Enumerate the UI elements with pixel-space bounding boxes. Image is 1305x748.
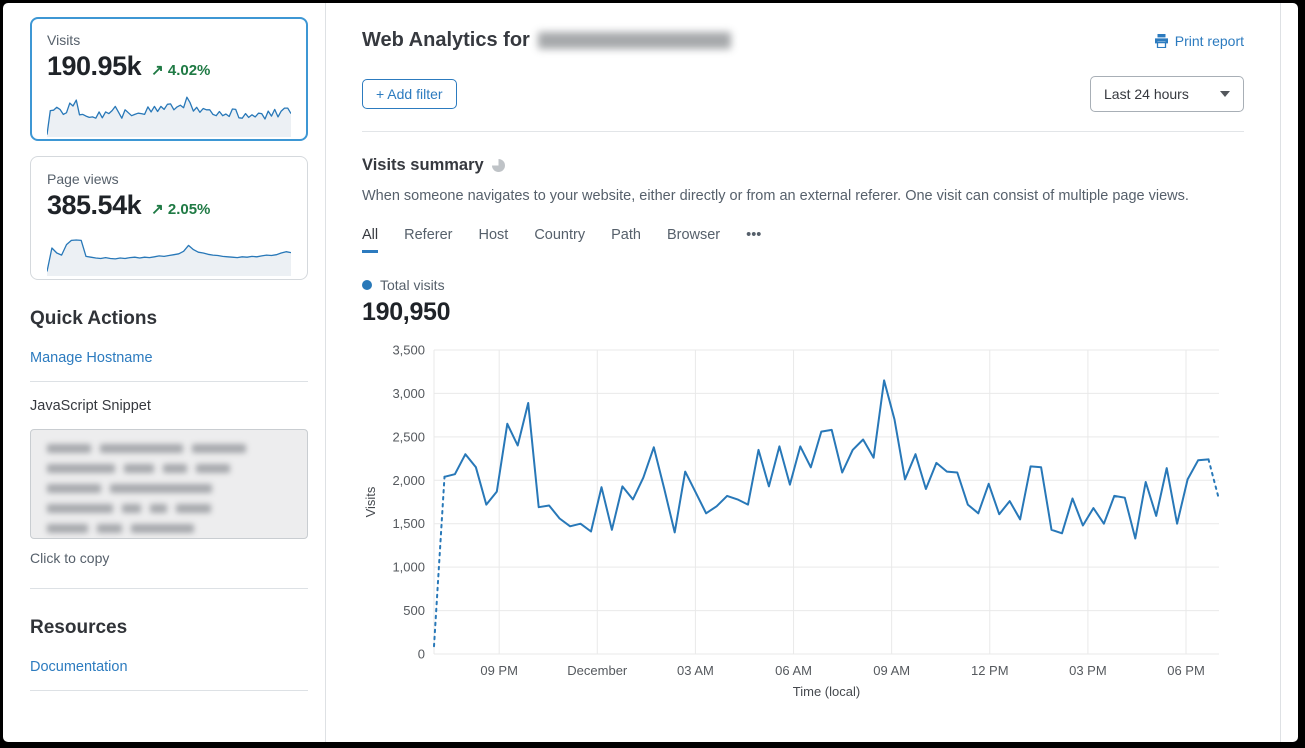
redacted-text-bar xyxy=(124,464,154,473)
tab-more[interactable]: ••• xyxy=(746,227,762,243)
y-tick-label: 500 xyxy=(403,603,425,618)
series-dashed-segment xyxy=(1207,458,1220,501)
x-tick-label: 03 PM xyxy=(1069,663,1107,678)
trend-up-icon: ↗ xyxy=(151,62,164,79)
visits-summary-description: When someone navigates to your website, … xyxy=(362,188,1189,204)
trend-up-icon: ↗ xyxy=(151,201,164,218)
y-axis-title: Visits xyxy=(363,486,378,517)
visits-card-delta: ↗ 4.02% xyxy=(151,62,211,79)
tab-browser[interactable]: Browser xyxy=(666,227,721,243)
tab-country[interactable]: Country xyxy=(534,227,586,243)
click-to-copy-hint: Click to copy xyxy=(30,550,110,566)
y-tick-label: 1,500 xyxy=(392,516,425,531)
tab-path[interactable]: Path xyxy=(611,227,641,243)
visits-card-value: 190.95k xyxy=(47,51,142,81)
x-tick-label: 09 PM xyxy=(480,663,518,678)
time-range-value: Last 24 hours xyxy=(1104,86,1189,102)
chevron-down-icon xyxy=(1220,91,1230,97)
print-report-button[interactable]: Print report xyxy=(1154,33,1244,49)
sidebar-divider xyxy=(30,381,308,382)
sidebar-divider xyxy=(30,690,308,691)
redacted-text-bar xyxy=(99,444,183,453)
total-visits-value: 190,950 xyxy=(362,298,451,326)
redacted-text-bar xyxy=(130,524,195,533)
quick-actions-heading: Quick Actions xyxy=(30,308,158,329)
add-filter-button[interactable]: + Add filter xyxy=(362,79,457,109)
sidebar-divider xyxy=(30,588,308,589)
redacted-code-line xyxy=(47,464,291,473)
documentation-link[interactable]: Documentation xyxy=(30,659,128,675)
x-tick-label: 06 PM xyxy=(1167,663,1205,678)
visits-card-label: Visits xyxy=(47,32,81,48)
redacted-text-bar xyxy=(47,464,116,473)
redacted-text-bar xyxy=(191,444,246,453)
pageviews-metric-card[interactable]: Page views 385.54k ↗ 2.05% xyxy=(30,156,308,280)
visits-metric-card[interactable]: Visits 190.95k ↗ 4.02% xyxy=(30,17,308,141)
chart-legend: Total visits xyxy=(362,277,1244,293)
tab-referer[interactable]: Referer xyxy=(404,227,453,243)
app-window: Visits 190.95k ↗ 4.02% Page views 385.54… xyxy=(3,3,1298,742)
redacted-code-line xyxy=(47,444,291,453)
legend-dot-icon xyxy=(362,280,372,290)
series-line xyxy=(443,379,1210,540)
redacted-text-bar xyxy=(97,524,122,533)
redacted-code-line xyxy=(47,484,291,493)
redacted-text-bar xyxy=(176,504,211,513)
redacted-text-bar xyxy=(121,504,142,513)
tab-all[interactable]: All xyxy=(362,227,379,253)
redacted-domain-name xyxy=(537,32,731,49)
redacted-text-bar xyxy=(195,464,231,473)
x-tick-label: 06 AM xyxy=(775,663,812,678)
y-tick-label: 0 xyxy=(418,647,425,662)
pie-chart-icon xyxy=(491,159,505,172)
dimension-tabs: All Referer Host Country Path Browser ••• xyxy=(362,227,1244,253)
redacted-text-bar xyxy=(47,524,89,533)
legend-label: Total visits xyxy=(380,277,445,293)
pageviews-sparkline-chart xyxy=(47,239,291,276)
x-tick-label: December xyxy=(567,663,628,678)
y-tick-label: 2,500 xyxy=(392,429,425,444)
printer-icon xyxy=(1154,34,1168,48)
page-title: Web Analytics for xyxy=(362,29,1244,52)
pageviews-card-label: Page views xyxy=(47,171,119,187)
page-title-text: Web Analytics for xyxy=(362,29,530,51)
pageviews-card-value: 385.54k xyxy=(47,190,142,220)
main-panel: Web Analytics for Print report + Add fil… xyxy=(325,3,1281,742)
javascript-snippet-code-box[interactable] xyxy=(30,429,308,539)
resources-heading: Resources xyxy=(30,617,128,638)
y-tick-label: 2,000 xyxy=(392,473,425,488)
y-tick-label: 1,000 xyxy=(392,560,425,575)
redacted-text-bar xyxy=(162,464,187,473)
report-header: Web Analytics for Print report + Add fil… xyxy=(326,3,1280,132)
javascript-snippet-label: JavaScript Snippet xyxy=(30,398,151,414)
time-range-select[interactable]: Last 24 hours xyxy=(1090,76,1244,112)
redacted-code-line xyxy=(47,524,291,533)
x-tick-label: 03 AM xyxy=(677,663,714,678)
series-dashed-segment xyxy=(433,475,446,648)
x-tick-label: 09 AM xyxy=(873,663,910,678)
y-tick-label: 3,500 xyxy=(392,343,425,358)
header-divider xyxy=(362,131,1244,132)
sidebar: Visits 190.95k ↗ 4.02% Page views 385.54… xyxy=(30,17,308,691)
x-tick-label: 12 PM xyxy=(971,663,1009,678)
x-axis-title: Time (local) xyxy=(793,684,860,699)
pageviews-card-delta: ↗ 2.05% xyxy=(151,201,211,218)
redacted-text-bar xyxy=(47,484,101,493)
tab-host[interactable]: Host xyxy=(478,227,509,243)
redacted-text-bar xyxy=(109,484,213,493)
visits-summary-section: Visits summary When someone navigates to… xyxy=(326,132,1280,706)
redacted-text-bar xyxy=(150,504,168,513)
visits-sparkline-chart xyxy=(47,96,291,137)
visits-line-chart: 0 500 1,000 1,500 2,000 2,500 3,000 3,500 09 PM D… xyxy=(363,343,1220,699)
redacted-text-bar xyxy=(47,504,113,513)
visits-summary-title: Visits summary xyxy=(362,156,484,174)
y-tick-label: 3,000 xyxy=(392,386,425,401)
redacted-code-line xyxy=(47,504,291,513)
visits-chart: 0 500 1,000 1,500 2,000 2,500 3,000 3,500 09 PM D… xyxy=(362,341,1244,706)
redacted-text-bar xyxy=(47,444,91,453)
print-report-label: Print report xyxy=(1174,33,1244,49)
manage-hostname-link[interactable]: Manage Hostname xyxy=(30,350,153,366)
